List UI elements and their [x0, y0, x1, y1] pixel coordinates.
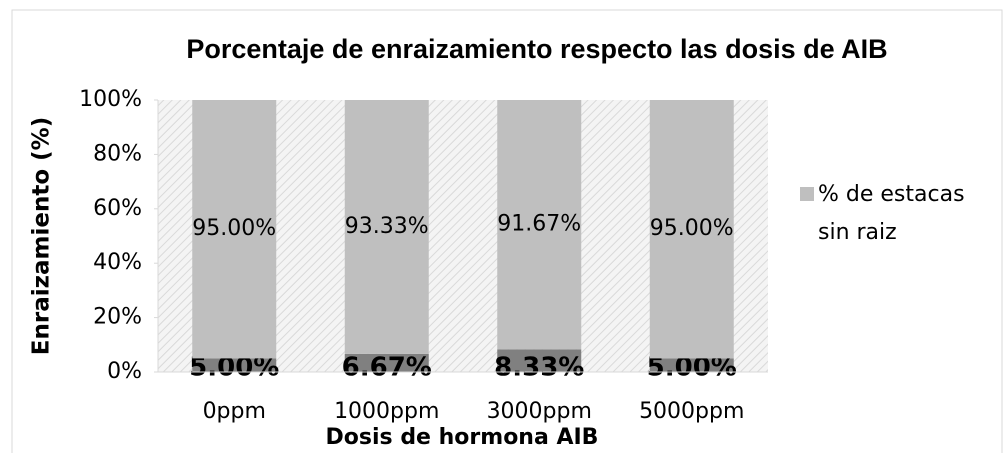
bar-segment: [649, 358, 734, 372]
legend-label: % de estacas sin raiz: [818, 182, 965, 245]
y-tick-label: 0%: [107, 359, 142, 384]
x-tick-label: 5000ppm: [639, 399, 744, 424]
data-label: 91.67%: [497, 212, 581, 237]
x-axis-title: Dosis de hormona AIB: [326, 425, 599, 450]
y-tick-label: 100%: [79, 87, 142, 112]
bar-segment: [344, 353, 429, 372]
y-tick-label: 20%: [93, 305, 142, 330]
data-label: 95.00%: [192, 216, 276, 241]
bar-segment: [344, 100, 429, 354]
chart-title: Porcentaje de enraizamiento respecto las…: [186, 34, 888, 64]
y-tick-label: 60%: [93, 196, 142, 221]
data-label: 6.67%: [342, 353, 432, 383]
bar-segment: [497, 349, 582, 372]
data-label: 93.33%: [345, 214, 429, 239]
y-tick-label: 40%: [93, 250, 142, 275]
x-tick-label: 3000ppm: [487, 399, 592, 424]
bar-segment: [649, 100, 734, 359]
x-tick-label: 1000ppm: [334, 399, 439, 424]
chart-border: [11, 9, 1003, 453]
legend-swatch: [800, 187, 814, 201]
x-tick-label: 0ppm: [203, 399, 266, 424]
bar-segment: [192, 358, 277, 372]
bar-segment: [192, 100, 277, 359]
y-tick-label: 80%: [93, 141, 142, 166]
y-axis-title: Enraizamiento (%): [29, 117, 55, 355]
bar-segment: [497, 100, 582, 350]
data-label: 95.00%: [650, 216, 734, 241]
data-label: 8.33%: [494, 353, 584, 383]
